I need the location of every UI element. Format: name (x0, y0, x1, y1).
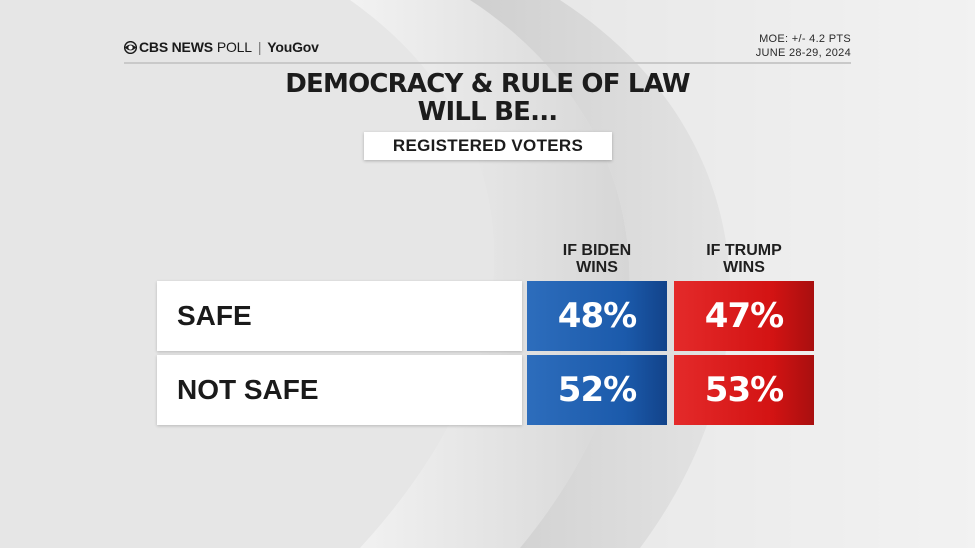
brand-poll-label: POLL (216, 39, 252, 55)
row-label-not-safe: NOT SAFE (157, 355, 522, 425)
chart-title-line2: WILL BE... (417, 97, 559, 127)
row-label-not-safe-text: NOT SAFE (177, 374, 319, 405)
value-cell-safe-trump: 47% (674, 281, 814, 351)
column-header-trump-line1: IF TRUMP (706, 242, 782, 259)
brand-separator: | (257, 39, 262, 55)
poll-header: CBS NEWS POLL | YouGov MOE: +/- 4.2 PTS … (124, 30, 851, 64)
row-label-safe-text: SAFE (177, 300, 252, 331)
chart-subtitle: REGISTERED VOTERS (364, 132, 612, 160)
column-header-biden-line1: IF BIDEN (562, 242, 632, 259)
chart-title-line1: DEMOCRACY & RULE OF LAW (285, 69, 690, 99)
value-cell-not-safe-biden: 52% (527, 355, 667, 425)
column-header-biden-line2: WINS (576, 259, 618, 276)
brand-lockup: CBS NEWS POLL | YouGov (124, 39, 319, 55)
column-header-trump: IF TRUMP WINS (674, 242, 814, 276)
poll-dates: JUNE 28-29, 2024 (755, 47, 851, 59)
row-label-safe: SAFE (157, 281, 522, 351)
column-header-trump-line2: WINS (723, 259, 765, 276)
value-cell-safe-biden: 48% (527, 281, 667, 351)
value-cell-not-safe-trump: 53% (674, 355, 814, 425)
cbs-eye-icon (124, 40, 137, 54)
column-header-biden: IF BIDEN WINS (527, 242, 667, 276)
poll-meta: MOE: +/- 4.2 PTS JUNE 28-29, 2024 (756, 32, 851, 60)
partner-name: YouGov (267, 39, 319, 55)
margin-of-error: MOE: +/- 4.2 PTS (759, 33, 851, 45)
brand-name: CBS NEWS (139, 39, 213, 55)
chart-title: DEMOCRACY & RULE OF LAW WILL BE... (0, 70, 975, 126)
